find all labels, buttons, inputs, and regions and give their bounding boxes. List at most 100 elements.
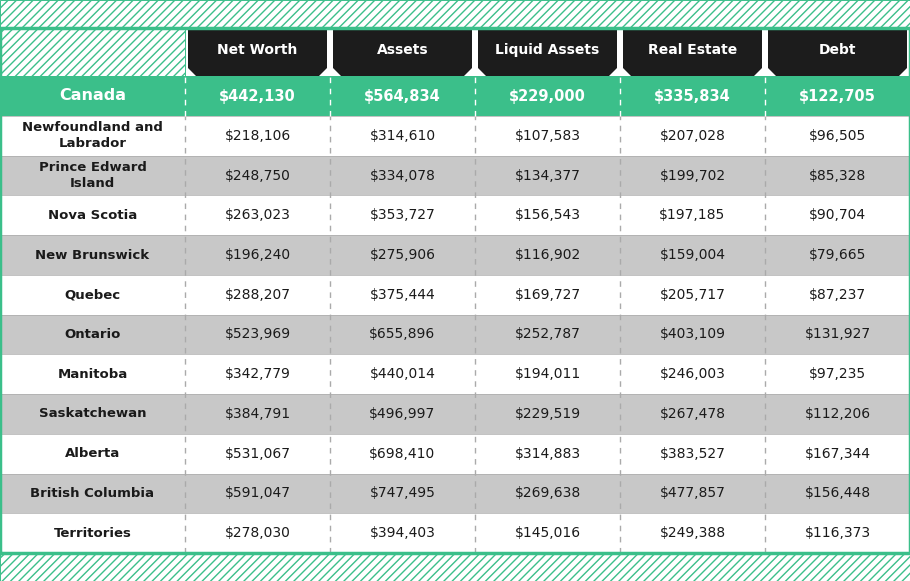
Text: $85,328: $85,328 — [809, 168, 866, 182]
Text: $116,373: $116,373 — [804, 526, 871, 540]
Text: New Brunswick: New Brunswick — [35, 249, 149, 261]
Text: $403,109: $403,109 — [660, 328, 725, 342]
Bar — [0, 513, 910, 553]
Text: $197,185: $197,185 — [660, 209, 725, 223]
Text: $531,067: $531,067 — [225, 447, 290, 461]
Text: $122,705: $122,705 — [799, 88, 876, 103]
Text: Territories: Territories — [54, 526, 131, 540]
Text: Newfoundland and
Labrador: Newfoundland and Labrador — [22, 121, 163, 150]
Text: $440,014: $440,014 — [369, 367, 436, 381]
Bar — [0, 474, 910, 513]
Text: $159,004: $159,004 — [660, 248, 725, 262]
Text: $90,704: $90,704 — [809, 209, 866, 223]
Text: $353,727: $353,727 — [369, 209, 435, 223]
Text: $275,906: $275,906 — [369, 248, 436, 262]
Text: $87,237: $87,237 — [809, 288, 866, 302]
Text: Quebec: Quebec — [65, 288, 120, 302]
Text: $442,130: $442,130 — [219, 88, 296, 103]
Text: $564,834: $564,834 — [364, 88, 440, 103]
Text: $314,883: $314,883 — [514, 447, 581, 461]
Text: $96,505: $96,505 — [809, 129, 866, 143]
Text: Liquid Assets: Liquid Assets — [495, 43, 600, 57]
Text: $496,997: $496,997 — [369, 407, 436, 421]
Text: Assets: Assets — [377, 43, 429, 57]
Text: Prince Edward
Island: Prince Edward Island — [38, 161, 147, 190]
Text: $394,403: $394,403 — [369, 526, 436, 540]
Text: $591,047: $591,047 — [225, 486, 290, 500]
Text: $335,834: $335,834 — [654, 88, 731, 103]
Text: $112,206: $112,206 — [804, 407, 871, 421]
Text: Canada: Canada — [59, 88, 126, 103]
Bar — [0, 235, 910, 275]
Bar — [0, 0, 910, 28]
Text: $156,543: $156,543 — [514, 209, 581, 223]
Polygon shape — [188, 28, 327, 76]
Polygon shape — [333, 28, 472, 76]
Text: $375,444: $375,444 — [369, 288, 435, 302]
Text: $747,495: $747,495 — [369, 486, 436, 500]
Text: $249,388: $249,388 — [660, 526, 725, 540]
Text: $342,779: $342,779 — [225, 367, 290, 381]
Text: $79,665: $79,665 — [809, 248, 866, 262]
Polygon shape — [768, 28, 907, 76]
Bar — [0, 354, 910, 394]
Text: $278,030: $278,030 — [225, 526, 290, 540]
Text: Net Worth: Net Worth — [217, 43, 298, 57]
Text: $269,638: $269,638 — [514, 486, 581, 500]
Text: $383,527: $383,527 — [660, 447, 725, 461]
Text: $107,583: $107,583 — [514, 129, 581, 143]
Text: $196,240: $196,240 — [225, 248, 290, 262]
Bar — [0, 275, 910, 315]
Text: $248,750: $248,750 — [225, 168, 290, 182]
Text: Alberta: Alberta — [65, 447, 120, 460]
Text: $194,011: $194,011 — [514, 367, 581, 381]
Text: $218,106: $218,106 — [225, 129, 290, 143]
Bar — [0, 195, 910, 235]
Text: Manitoba: Manitoba — [57, 368, 127, 381]
Text: $267,478: $267,478 — [660, 407, 725, 421]
Text: $698,410: $698,410 — [369, 447, 436, 461]
Text: $314,610: $314,610 — [369, 129, 436, 143]
Text: $229,519: $229,519 — [514, 407, 581, 421]
Text: $655,896: $655,896 — [369, 328, 436, 342]
Bar — [0, 116, 910, 156]
Bar — [0, 394, 910, 434]
Bar — [0, 28, 185, 76]
Text: Real Estate: Real Estate — [648, 43, 737, 57]
Bar — [0, 434, 910, 474]
Text: $263,023: $263,023 — [225, 209, 290, 223]
Text: Debt: Debt — [819, 43, 856, 57]
Text: $246,003: $246,003 — [660, 367, 725, 381]
Text: $169,727: $169,727 — [514, 288, 581, 302]
Text: $134,377: $134,377 — [514, 168, 581, 182]
Text: British Columbia: British Columbia — [31, 487, 155, 500]
Bar — [0, 76, 910, 116]
Bar — [0, 28, 185, 76]
Polygon shape — [478, 28, 617, 76]
Text: $523,969: $523,969 — [225, 328, 290, 342]
Bar — [0, 553, 910, 581]
Text: $229,000: $229,000 — [509, 88, 586, 103]
Text: $205,717: $205,717 — [660, 288, 725, 302]
Text: $116,902: $116,902 — [514, 248, 581, 262]
Text: $477,857: $477,857 — [660, 486, 725, 500]
Text: Saskatchewan: Saskatchewan — [39, 407, 147, 421]
Text: $131,927: $131,927 — [804, 328, 871, 342]
Text: $252,787: $252,787 — [514, 328, 581, 342]
Bar — [0, 315, 910, 354]
Text: $199,702: $199,702 — [660, 168, 725, 182]
Polygon shape — [623, 28, 762, 76]
Text: $167,344: $167,344 — [804, 447, 871, 461]
Text: $288,207: $288,207 — [225, 288, 290, 302]
Text: $384,791: $384,791 — [225, 407, 290, 421]
Text: $97,235: $97,235 — [809, 367, 866, 381]
Text: $145,016: $145,016 — [514, 526, 581, 540]
Text: $156,448: $156,448 — [804, 486, 871, 500]
Bar — [0, 0, 910, 28]
Text: $207,028: $207,028 — [660, 129, 725, 143]
Bar — [0, 553, 910, 581]
Text: Ontario: Ontario — [65, 328, 121, 341]
Bar — [0, 156, 910, 195]
Text: Nova Scotia: Nova Scotia — [48, 209, 137, 222]
Text: $334,078: $334,078 — [369, 168, 436, 182]
